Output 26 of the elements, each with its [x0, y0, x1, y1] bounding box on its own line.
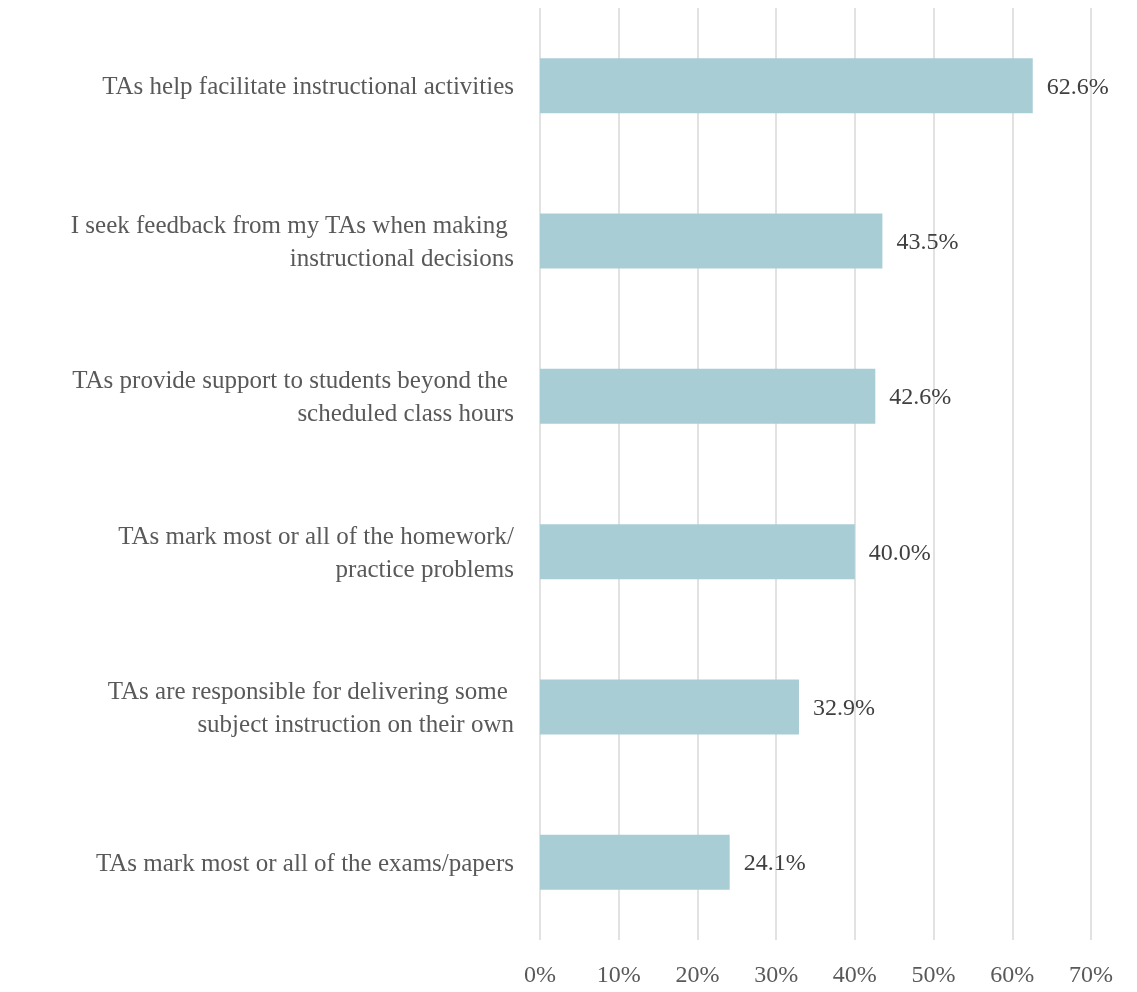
data-label: 42.6% — [889, 383, 952, 410]
x-tick-label: 30% — [754, 961, 799, 987]
x-tick-label: 0% — [524, 961, 556, 987]
bar — [540, 679, 799, 735]
x-tick-label: 70% — [1069, 961, 1113, 987]
y-tick-label: TAs mark most or all of the homework/practice problems — [118, 521, 515, 582]
data-label: 62.6% — [1046, 72, 1109, 99]
x-tick-label: 40% — [832, 961, 877, 987]
x-tick-label: 10% — [596, 961, 641, 987]
y-tick-label: TAs provide support to students beyond the scheduled class hours — [72, 366, 514, 427]
y-tick-label: I seek feedback from my TAs when making instructional decisions — [70, 211, 514, 271]
data-label: 24.1% — [743, 849, 806, 876]
y-tick-label: TAs help facilitate instructional activities — [102, 72, 514, 100]
bar — [540, 368, 876, 424]
bar — [540, 213, 883, 269]
bar — [540, 834, 730, 890]
x-tick-label: 20% — [675, 961, 720, 987]
x-tick-label: 50% — [911, 961, 956, 987]
data-label: 32.9% — [812, 694, 875, 720]
bar — [540, 58, 1033, 114]
x-tick-label: 60% — [990, 961, 1035, 987]
bar — [540, 524, 855, 580]
data-label: 43.5% — [896, 228, 959, 254]
data-label: 40.0% — [868, 538, 931, 565]
y-tick-label: TAs are responsible for delivering some subject instruction on their own — [107, 677, 515, 737]
y-tick-label: TAs mark most or all of the exams/papers — [95, 848, 514, 876]
